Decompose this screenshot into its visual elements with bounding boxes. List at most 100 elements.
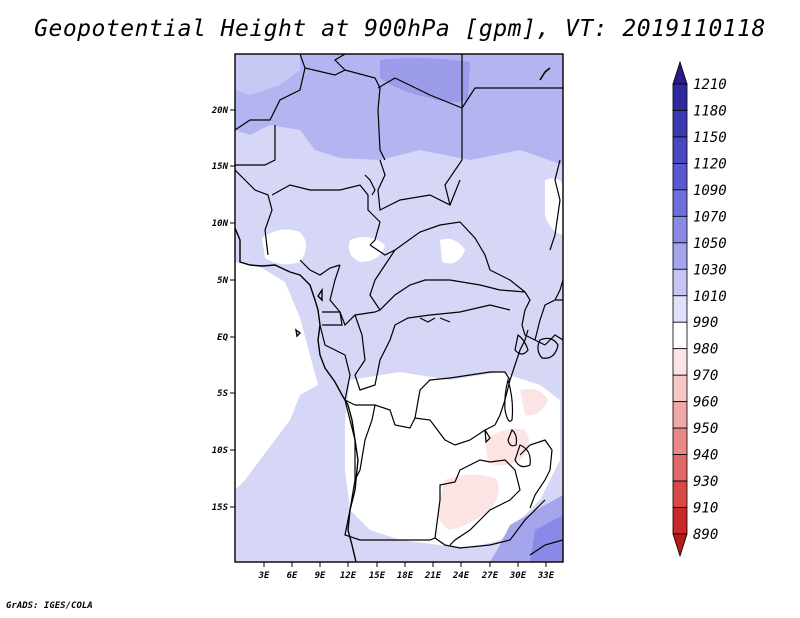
border-10 [377,159,461,211]
border-9 [271,184,381,246]
colorbar-label: 990 [693,315,718,331]
colorbar-label: 910 [693,501,718,517]
border-23 [434,499,546,549]
border-12 [369,249,526,311]
border-8 [235,169,273,256]
colorbar-bottom-arrow [672,533,688,558]
field-sw [235,410,355,562]
lon-label: 12E [340,571,357,581]
colorbar-label: 950 [693,421,718,437]
map-frame [234,53,564,563]
lon-label: 24E [452,571,470,581]
lon-label: 33E [537,571,555,581]
colorbar-label: 1150 [693,130,727,146]
map-field [235,54,563,562]
field-low-2 [485,428,529,466]
colorbar-segment [672,83,688,111]
lon-label: 27E [481,571,499,581]
border-28 [544,334,563,346]
lake-1 [514,333,529,355]
lat-label: 10N [212,219,229,229]
coast-west [235,227,359,562]
coastline [235,227,359,562]
colorbar-segment [672,507,688,535]
colorbar-segment [672,348,688,376]
chart-title: Geopotential Height at 900hPa [gpm], VT:… [34,16,766,42]
lake-2 [537,337,559,359]
colorbar-label: 1050 [693,236,727,252]
lon-label: 30E [509,571,527,581]
border-20 [344,399,436,541]
lat-label: 10S [212,446,229,456]
colorbar-segment [672,189,688,217]
border-27 [534,299,563,341]
colorbar-segment [672,374,688,403]
field-north-peak [380,57,470,103]
lon-label: 15E [369,571,386,581]
border-24 [519,439,553,509]
border-14 [299,259,341,276]
field-white-1 [262,229,306,265]
colorbar-segment [672,480,688,508]
colorbar-label: 1090 [693,183,727,199]
border-21 [354,404,376,481]
colorbar-segment [672,242,688,270]
border-1 [299,54,386,161]
lon-label: 9E [315,571,326,581]
colorbar-segment [672,427,688,455]
colorbar-label: 1210 [693,77,727,93]
field-low-3 [520,388,548,416]
field-se-2 [530,515,563,562]
colorbar-label: 1120 [693,156,727,172]
colorbar-label: 890 [693,527,718,543]
border-15 [322,311,343,326]
lat-label: 15S [212,503,229,513]
field-nw [235,54,300,95]
colorbar-segment [672,163,688,191]
border-22 [434,459,521,546]
lon-label: 3E [258,571,270,581]
colorbar-segment [672,401,688,429]
border-18 [355,404,496,446]
colorbar-segment [672,268,688,297]
field-north [235,54,563,165]
lon-label: 21E [424,571,442,581]
colorbar-label: 970 [693,368,718,384]
colorbar-label: 930 [693,474,718,490]
lake-7 [419,317,436,323]
border-29 [529,539,563,556]
lat-axis: 20N 15N 10N 5N EQ 5S 10S 15S [211,106,235,513]
lakes [419,317,559,468]
lake-3 [504,377,514,422]
colorbar-label: 960 [693,395,718,411]
border-31 [549,159,561,251]
colorbar-segment [672,454,688,482]
border-4 [461,87,563,109]
border-11 [369,221,526,293]
border-19 [414,371,511,419]
lat-label: 15N [212,162,229,172]
lake-5 [514,444,531,468]
lat-label: 5S [217,389,228,399]
border-6 [235,67,306,131]
colorbar-label: 940 [693,448,718,464]
colorbar-label: 1180 [693,103,727,119]
lake-6 [484,429,491,444]
lake-8 [439,317,451,323]
lat-label: 5N [217,276,228,286]
border-16 [319,324,356,406]
colorbar-label: 1010 [693,289,727,305]
lat-label: 20N [211,106,229,116]
lat-label: EQ [217,333,228,343]
field-low-1 [437,474,499,530]
lon-label: 18E [397,571,414,581]
field-white-3 [440,238,465,264]
colorbar-segment [672,321,688,350]
colorbar-segment [672,215,688,244]
island-2 [295,328,302,338]
credit-label: GrADS: IGES/COLA [6,601,93,611]
colorbar-segment [672,295,688,323]
lake-4 [507,429,518,447]
border-2 [334,54,346,71]
